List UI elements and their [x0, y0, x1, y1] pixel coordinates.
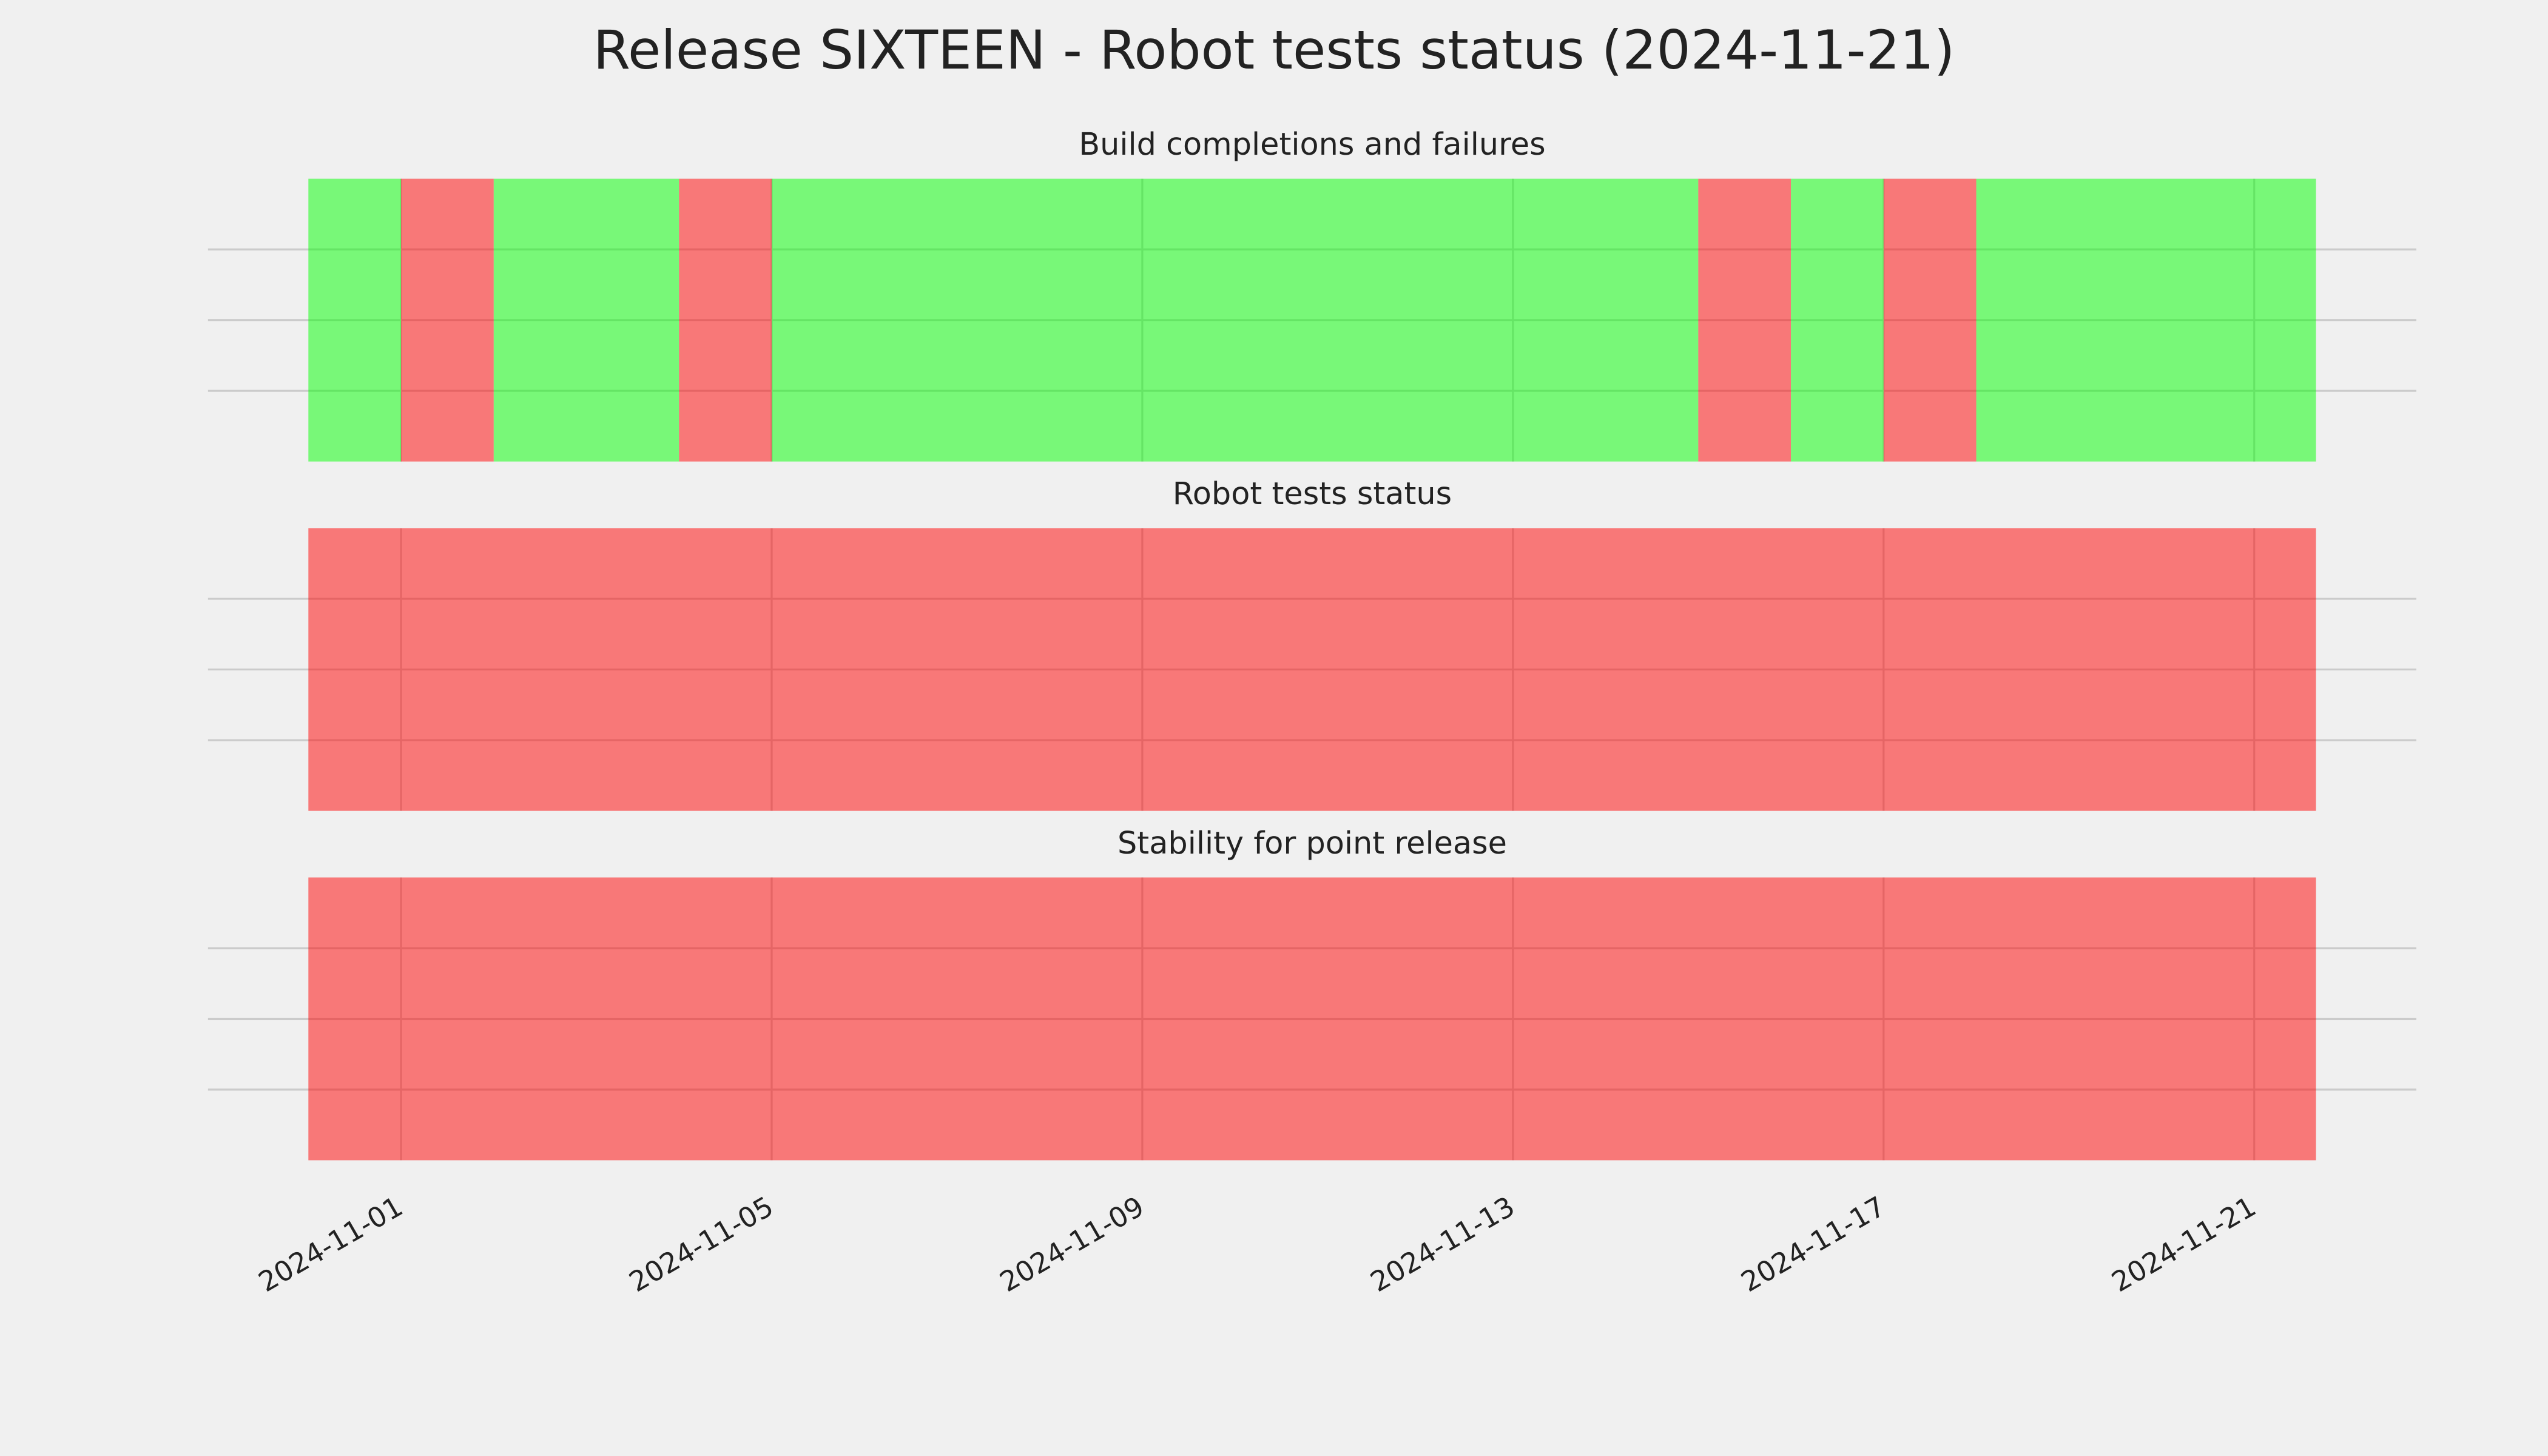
- status-segment: [1791, 178, 1884, 462]
- status-segment: [308, 877, 2316, 1161]
- status-segment: [1976, 178, 2316, 462]
- x-tick-label: 2024-11-01: [253, 1190, 408, 1298]
- status-segment: [1698, 178, 1791, 462]
- x-tick-label: 2024-11-17: [1736, 1190, 1891, 1298]
- status-segment: [308, 178, 402, 462]
- status-segment: [493, 178, 679, 462]
- panel-title: Stability for point release: [1117, 826, 1507, 861]
- x-tick-label: 2024-11-13: [1365, 1190, 1520, 1298]
- status-segment: [771, 178, 1699, 462]
- status-segment: [1883, 178, 1977, 462]
- x-tick-label: 2024-11-09: [994, 1190, 1150, 1298]
- x-tick-label: 2024-11-05: [624, 1190, 779, 1298]
- status-segment: [679, 178, 772, 462]
- x-tick-label: 2024-11-21: [2106, 1190, 2262, 1298]
- status-segment: [401, 178, 494, 462]
- panel-title: Robot tests status: [1173, 476, 1452, 512]
- panel-title: Build completions and failures: [1079, 127, 1545, 163]
- chart-title: Release SIXTEEN - Robot tests status (20…: [593, 19, 1955, 81]
- status-segment: [308, 528, 2316, 811]
